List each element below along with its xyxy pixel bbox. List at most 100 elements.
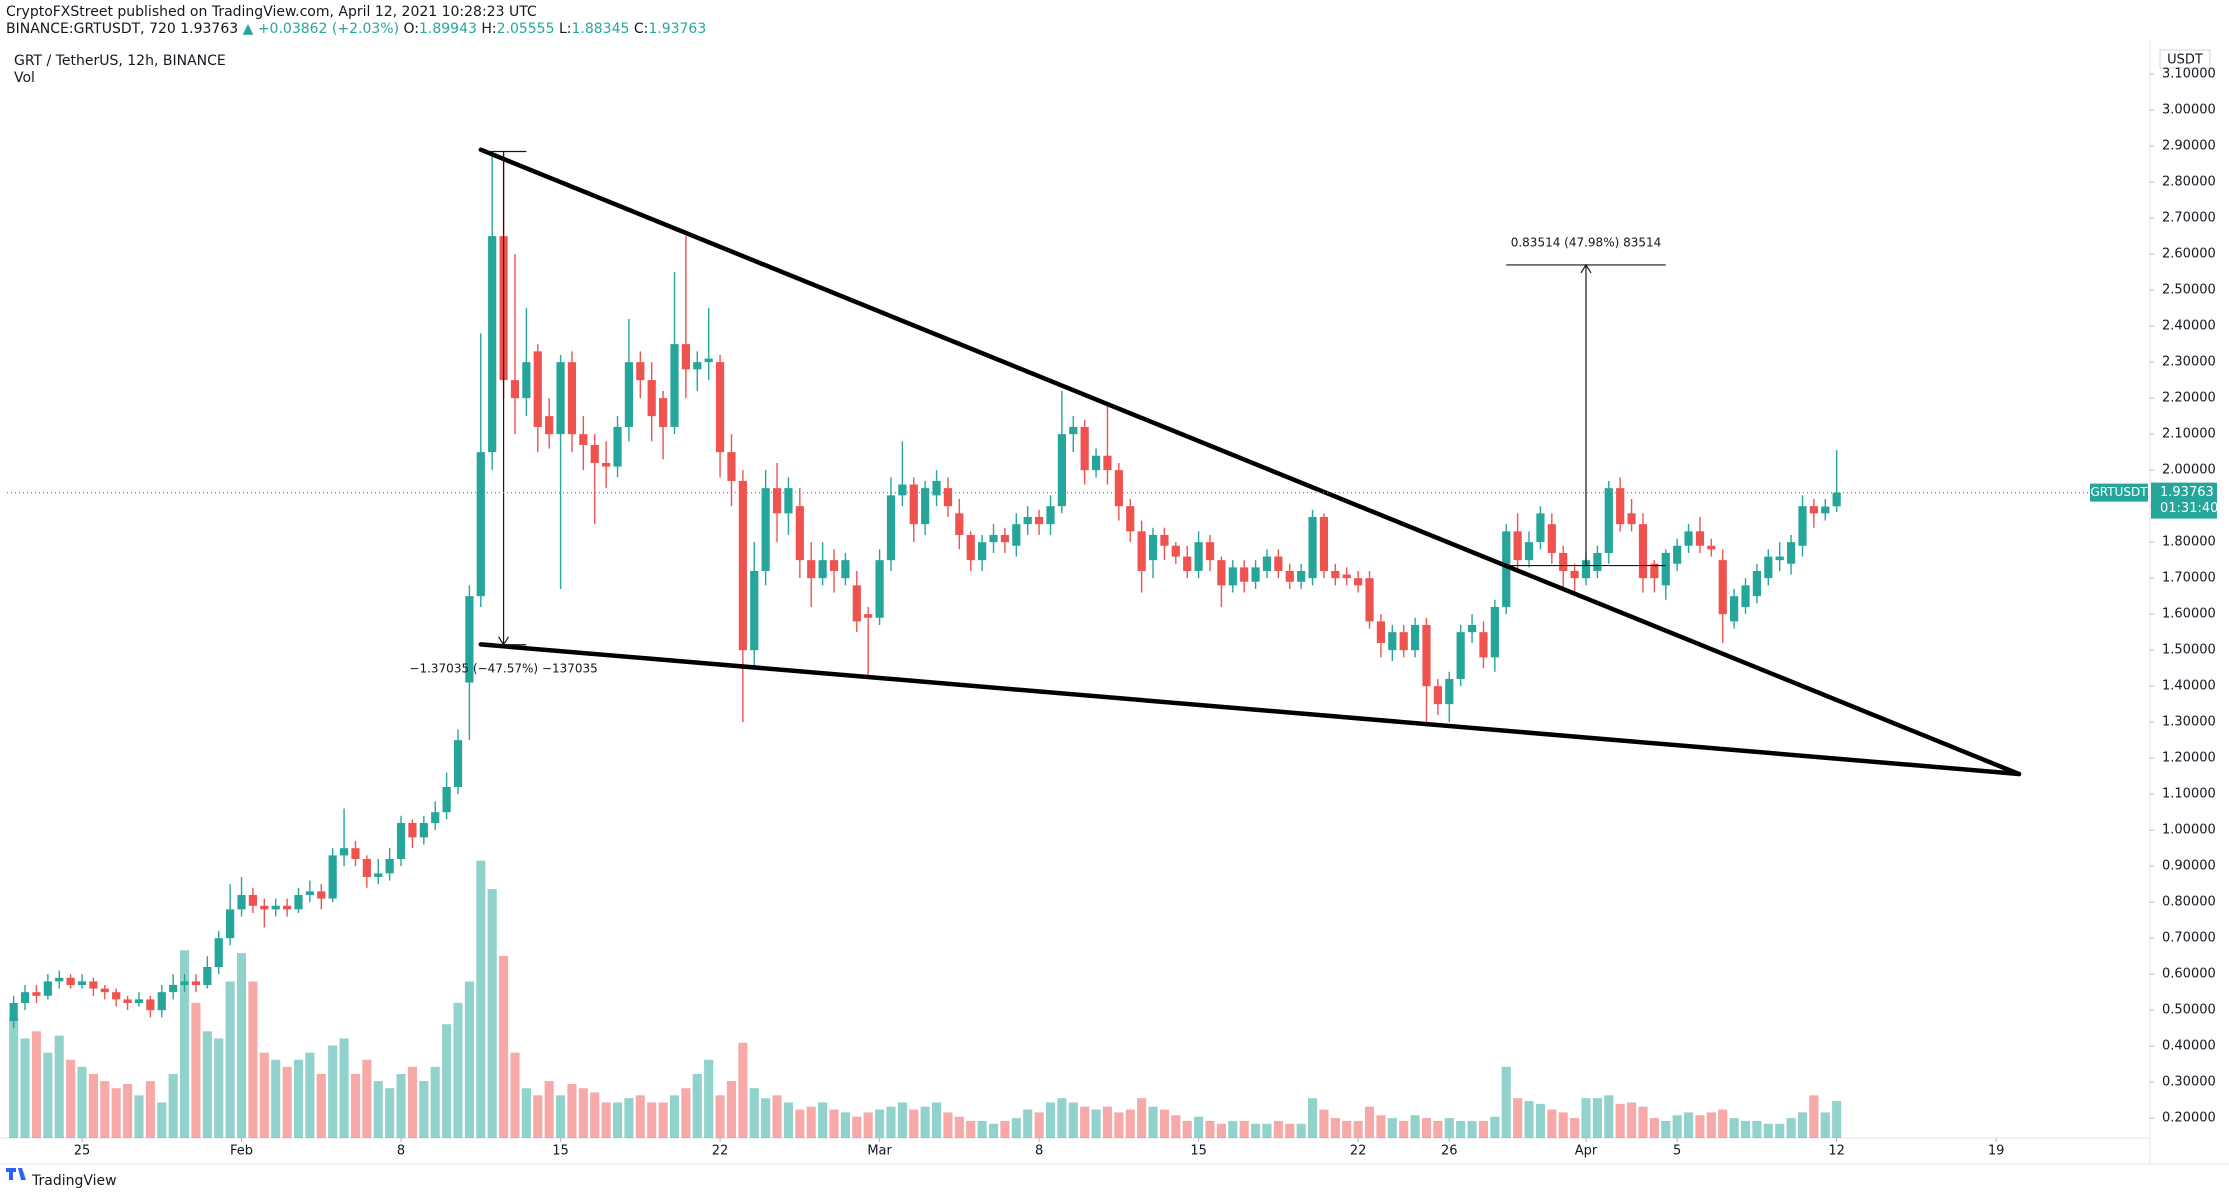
volume-bar bbox=[1068, 1102, 1078, 1138]
volume-bar bbox=[88, 1073, 98, 1138]
candle-body bbox=[317, 891, 326, 899]
volume-bar bbox=[305, 1052, 315, 1138]
volume-bar bbox=[1228, 1120, 1238, 1138]
y-tick-label: 0.90000 bbox=[2162, 859, 2216, 874]
candle-body bbox=[647, 380, 656, 417]
candle-body bbox=[681, 344, 690, 370]
volume-bar bbox=[1740, 1120, 1751, 1138]
candle-body bbox=[476, 452, 485, 597]
volume-bar bbox=[145, 1081, 155, 1138]
candle-body bbox=[556, 362, 565, 435]
candle-body bbox=[1467, 624, 1477, 633]
volume-bar bbox=[567, 1083, 577, 1138]
x-tick-label: Mar bbox=[867, 1144, 892, 1159]
candle-body bbox=[966, 534, 975, 561]
volume-bar bbox=[385, 1088, 395, 1138]
candle-body bbox=[784, 488, 793, 514]
candle-body bbox=[841, 560, 850, 579]
price-tag-symbol-box bbox=[2090, 483, 2148, 502]
volume-bar bbox=[1672, 1115, 1682, 1138]
volume-bar bbox=[1045, 1102, 1056, 1138]
candle-body bbox=[1718, 560, 1727, 615]
y-tick-label: 2.10000 bbox=[2162, 427, 2216, 442]
volume-bar bbox=[715, 1095, 725, 1138]
volume-bar bbox=[66, 1059, 76, 1138]
candle-body bbox=[1604, 488, 1613, 553]
candle-body bbox=[670, 344, 679, 427]
candle-body bbox=[1171, 545, 1180, 557]
volume-bar bbox=[521, 1088, 531, 1138]
candle-body bbox=[943, 488, 953, 507]
volume-bar bbox=[1239, 1120, 1249, 1138]
candle-body bbox=[1422, 624, 1431, 687]
y-tick-label: 1.40000 bbox=[2162, 679, 2216, 694]
volume-bar bbox=[681, 1088, 691, 1138]
volume-bar bbox=[1216, 1123, 1226, 1138]
volume-bar bbox=[863, 1112, 873, 1138]
volume-bar bbox=[726, 1081, 737, 1138]
volume-bar bbox=[1114, 1112, 1124, 1138]
volume-bar bbox=[738, 1042, 748, 1138]
volume-bar bbox=[191, 1002, 201, 1138]
volume-bar bbox=[1558, 1112, 1568, 1138]
volume-bar bbox=[669, 1095, 680, 1138]
ohlc-value: 1.93763 bbox=[648, 21, 706, 37]
candle-body bbox=[658, 398, 668, 427]
volume-bar bbox=[1706, 1112, 1716, 1138]
volume-bar bbox=[100, 1081, 110, 1138]
candle-body bbox=[1137, 531, 1146, 571]
candle-body bbox=[32, 992, 41, 996]
candle-body bbox=[1091, 455, 1101, 471]
candle-body bbox=[294, 894, 303, 910]
y-tick-label: 3.10000 bbox=[2162, 67, 2216, 82]
volume-bar bbox=[1627, 1102, 1637, 1138]
y-tick-label: 0.40000 bbox=[2162, 1039, 2216, 1054]
y-tick-label: 0.30000 bbox=[2162, 1075, 2216, 1090]
volume-bar bbox=[1456, 1120, 1466, 1138]
volume-bar bbox=[635, 1095, 645, 1138]
currency-box bbox=[2159, 49, 2211, 69]
ohlc-label: H: bbox=[481, 21, 496, 37]
x-tick-label: 22 bbox=[712, 1144, 729, 1159]
volume-bar bbox=[1023, 1109, 1033, 1138]
candle-body bbox=[1490, 606, 1499, 658]
candle-body bbox=[1205, 542, 1215, 561]
x-tick-label: 8 bbox=[1035, 1144, 1043, 1159]
candle-body bbox=[1730, 596, 1739, 622]
candle-body bbox=[260, 905, 269, 910]
volume-bar bbox=[1478, 1120, 1489, 1138]
chart-title: GRT / TetherUS, 12h, BINANCE bbox=[14, 53, 226, 69]
volume-bar bbox=[271, 1059, 281, 1138]
candle-body bbox=[305, 891, 314, 895]
candle-body bbox=[1262, 556, 1272, 571]
y-tick-label: 0.60000 bbox=[2162, 967, 2216, 982]
candle-body bbox=[123, 999, 132, 1003]
volume-bar bbox=[123, 1083, 133, 1138]
candle-body bbox=[1673, 545, 1682, 564]
volume-bar bbox=[1057, 1098, 1067, 1138]
y-tick-label: 1.80000 bbox=[2162, 535, 2216, 550]
candle-body bbox=[1445, 678, 1454, 705]
volume-bar bbox=[886, 1106, 896, 1138]
volume-bar bbox=[1581, 1098, 1591, 1138]
volume-bar bbox=[1205, 1120, 1215, 1138]
candle-body bbox=[1376, 621, 1386, 643]
volume-bar bbox=[1638, 1106, 1648, 1138]
y-tick-label: 1.70000 bbox=[2162, 571, 2216, 586]
volume-bar bbox=[1364, 1106, 1375, 1138]
volume-bar bbox=[1410, 1115, 1420, 1138]
y-tick-label: 2.90000 bbox=[2162, 139, 2216, 154]
candle-body bbox=[248, 894, 258, 906]
volume-bar bbox=[1342, 1120, 1352, 1138]
candle-body bbox=[374, 873, 383, 877]
volume-bar bbox=[31, 1031, 41, 1138]
volume-bar bbox=[1296, 1123, 1306, 1138]
ohlc-label: C: bbox=[634, 21, 649, 37]
candle-body bbox=[978, 542, 987, 561]
candle-body bbox=[898, 484, 907, 496]
volume-bar bbox=[931, 1102, 942, 1138]
candle-body bbox=[1524, 542, 1534, 561]
volume-bar bbox=[852, 1116, 862, 1138]
price-tag-symbol: GRTUSDT bbox=[2090, 485, 2148, 499]
candle-body bbox=[1240, 567, 1249, 582]
